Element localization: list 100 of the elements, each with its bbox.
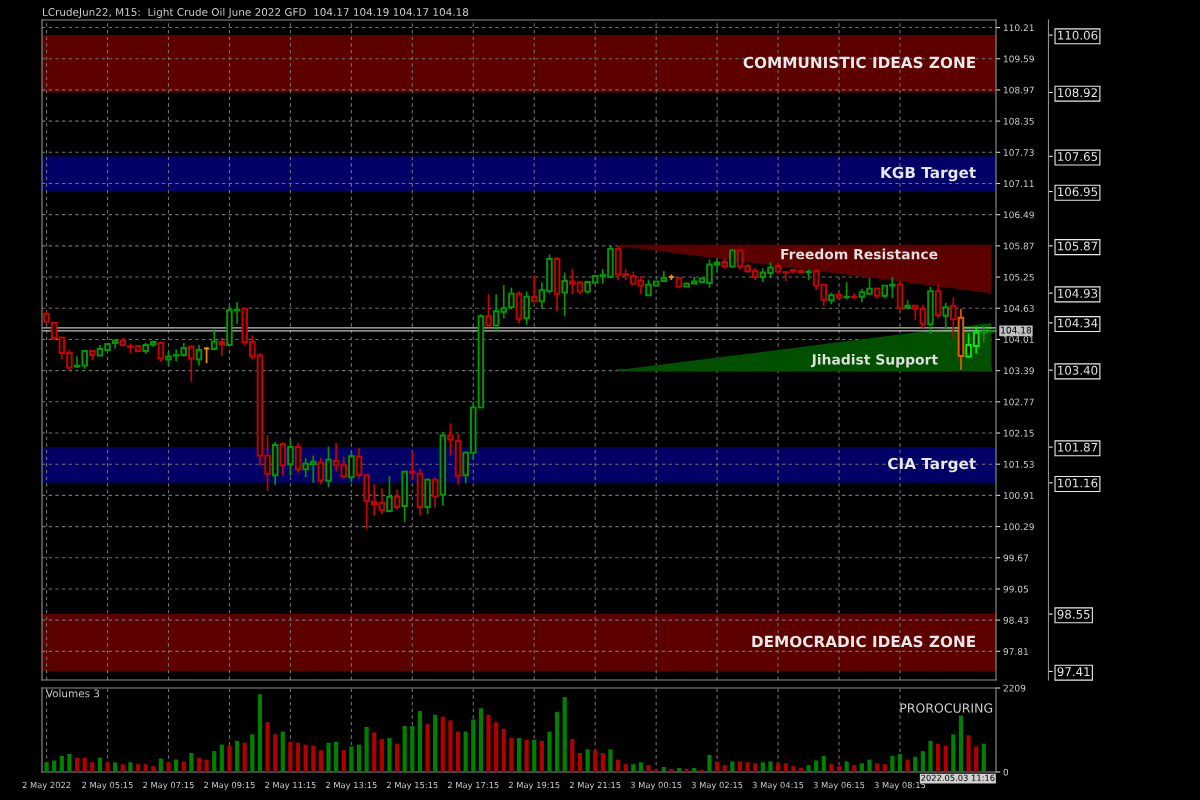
y-tick-label: 107.73 (1003, 149, 1034, 156)
y2-tick-label: 101.87 (1058, 442, 1098, 452)
bar (646, 765, 651, 772)
bar (715, 761, 720, 772)
y-tick-label: 99.67 (1003, 554, 1029, 562)
y-tick-label: 109.59 (1003, 55, 1034, 63)
bar (791, 766, 796, 772)
bar (859, 763, 864, 772)
y-tick-label: 102.15 (1003, 429, 1034, 437)
bar (402, 725, 407, 772)
bar (280, 731, 285, 772)
series-label: Jihadist Support (810, 353, 938, 368)
band-label: CIA Target (888, 457, 976, 473)
bar (676, 767, 682, 772)
bar (730, 761, 735, 772)
bar (387, 738, 392, 772)
bar (737, 761, 743, 772)
bar (692, 767, 697, 772)
bar (684, 768, 689, 772)
y-tick-label: 105.87 (1003, 242, 1034, 250)
bar (379, 739, 384, 772)
band-label: DEMOCRADIC IDEAS ZONE (752, 635, 976, 648)
bar (219, 744, 224, 772)
category-label: 3 May 02:15 (691, 781, 743, 790)
bar (74, 757, 80, 772)
bar (608, 749, 613, 772)
bar (425, 724, 430, 772)
ref-line-label: 104.18 (1001, 326, 1032, 334)
text: 2022.05.03 11:16 (921, 774, 995, 781)
bar (204, 759, 209, 772)
bar (875, 763, 880, 772)
category-label: 2 May 2022 (22, 781, 71, 790)
bar (806, 765, 811, 772)
bar (768, 761, 773, 772)
y-tick-label: 100.29 (1003, 523, 1034, 531)
bar (212, 751, 217, 772)
bar (547, 731, 552, 772)
bar (600, 753, 605, 772)
bar (615, 759, 621, 772)
bar (981, 743, 986, 772)
y2-tick-label: 108.92 (1058, 88, 1097, 98)
bar (890, 755, 895, 772)
bar (463, 731, 468, 772)
bar (189, 753, 194, 772)
category-label: 2 May 19:15 (508, 781, 560, 790)
y2-tick-label: 97.41 (1057, 667, 1090, 677)
y-tick-label: 108.35 (1003, 117, 1034, 125)
y2-tick-label: 101.16 (1058, 478, 1098, 488)
bar (120, 764, 125, 772)
bar (334, 741, 339, 772)
bar (486, 714, 491, 772)
chart-title: Volumes 3 (45, 689, 100, 698)
bar (158, 758, 163, 772)
bar (113, 762, 118, 772)
category-label: 3 May 04:15 (752, 781, 804, 790)
bar (760, 762, 765, 772)
bar (501, 728, 506, 772)
y-tick-label: 107.11 (1003, 180, 1034, 188)
bar (295, 742, 301, 772)
bar (638, 762, 644, 772)
bar (753, 763, 758, 772)
bar (82, 757, 87, 772)
y-tick-label: 97.81 (1003, 648, 1028, 655)
y2-tick-label: 103.40 (1058, 365, 1098, 375)
bar (311, 745, 316, 772)
bar (798, 767, 804, 772)
bar (920, 751, 925, 772)
bar (478, 708, 483, 772)
bar (196, 757, 202, 772)
bar (59, 755, 64, 772)
band-label: COMMUNISTIC IDEAS ZONE (743, 56, 976, 69)
bar (966, 735, 971, 772)
category-label: 2 May 13:15 (326, 781, 377, 790)
bar (814, 760, 819, 772)
category-label: 3 May 00:15 (630, 781, 682, 790)
bar (265, 722, 270, 772)
bar (829, 764, 834, 772)
y2-tick-label: 98.55 (1057, 609, 1090, 619)
y2-tick-label: 110.06 (1058, 30, 1098, 40)
bar (524, 739, 529, 772)
category-label: 3 May 06:15 (813, 781, 865, 790)
bar (105, 762, 110, 772)
bar (135, 764, 141, 772)
bar (836, 766, 842, 772)
bar (52, 760, 57, 772)
bar (181, 761, 186, 772)
bar (783, 763, 788, 772)
bar (593, 750, 598, 772)
bar (128, 762, 133, 772)
bar (943, 745, 948, 772)
bar (913, 756, 918, 772)
bar (570, 739, 575, 772)
bar (288, 741, 293, 772)
annotation: PROROCURING (900, 703, 993, 713)
category-label: 2 May 11:15 (265, 781, 316, 790)
bar (623, 764, 628, 772)
bar (417, 711, 423, 772)
y-tick-label: 2209 (1003, 684, 1026, 692)
bar (455, 731, 461, 772)
bar (745, 762, 750, 772)
